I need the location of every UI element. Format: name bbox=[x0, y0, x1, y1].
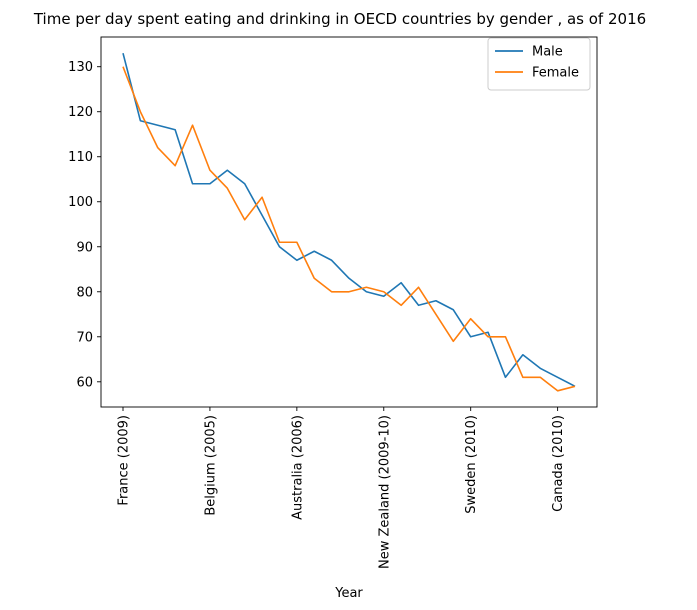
series-line-male bbox=[122, 53, 576, 388]
plot-frame bbox=[100, 36, 598, 408]
y-tick-label: 60 bbox=[76, 375, 93, 390]
legend-label-female: Female bbox=[532, 66, 579, 81]
x-tick-label: Canada (2010) bbox=[551, 415, 566, 512]
x-axis: France (2009) Belgium (2005) Australia (20… bbox=[117, 407, 566, 569]
y-tick-label: 130 bbox=[68, 60, 93, 75]
x-tick-label: Sweden (2010) bbox=[464, 415, 479, 514]
chart-title: Time per day spent eating and drinking i… bbox=[33, 10, 646, 28]
y-tick-label: 110 bbox=[68, 150, 93, 165]
series-line-female bbox=[122, 66, 576, 392]
y-tick-label: 100 bbox=[68, 195, 93, 210]
x-tick-label: Australia (2006) bbox=[290, 415, 305, 520]
x-tick-label: Belgium (2005) bbox=[203, 415, 218, 516]
legend: Male Female bbox=[487, 37, 591, 91]
x-tick-label: New Zealand (2009-10) bbox=[377, 415, 392, 569]
y-tick-label: 80 bbox=[76, 285, 93, 300]
plot-area bbox=[100, 36, 598, 408]
y-axis: 60 70 80 90 100 110 120 130 bbox=[68, 60, 101, 390]
y-tick-label: 90 bbox=[76, 240, 93, 255]
x-axis-label: Year bbox=[334, 586, 363, 601]
legend-label-male: Male bbox=[532, 45, 563, 60]
x-tick-label: France (2009) bbox=[117, 415, 132, 506]
y-tick-label: 70 bbox=[76, 330, 93, 345]
y-tick-label: 120 bbox=[68, 105, 93, 120]
